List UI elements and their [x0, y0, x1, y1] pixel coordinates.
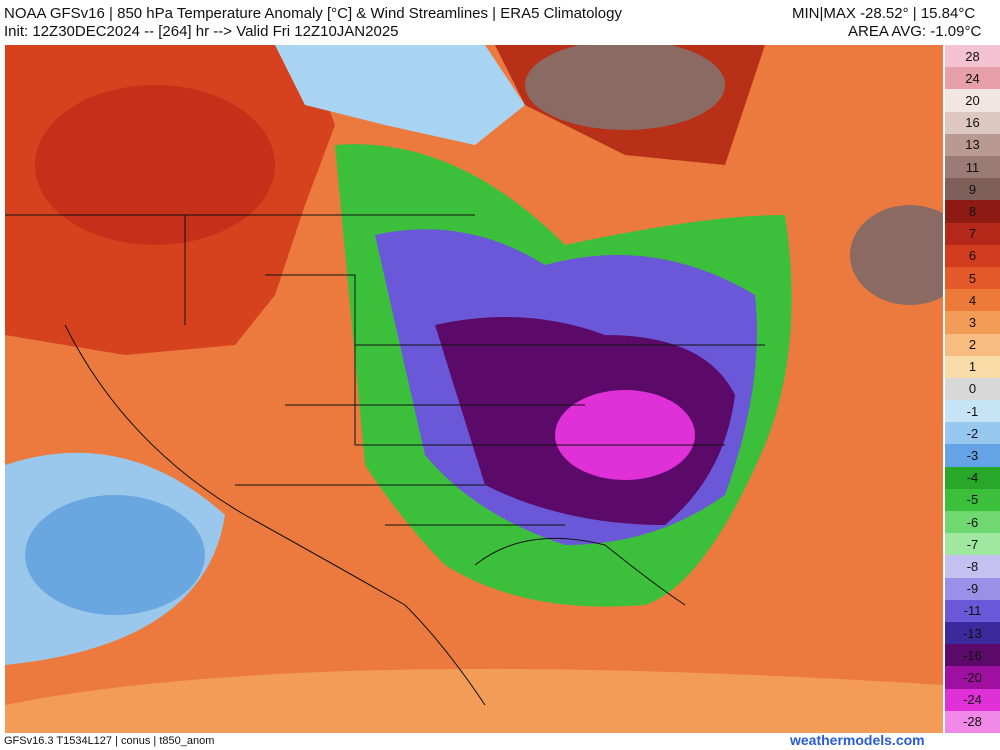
- colorbar-swatch: 16: [945, 111, 1000, 134]
- colorbar-swatch: -2: [945, 422, 1000, 445]
- colorbar-swatch: 2: [945, 333, 1000, 356]
- model-info: GFSv16.3 T1534L127 | conus | t850_anom: [4, 735, 215, 747]
- colorbar: 28 24 20 16 13 11 9 8 7 6 5 4 3 2 1 0 -1 -2 -3 -4 -5 -6 -7 -8 -9…: [945, 45, 1000, 733]
- colorbar-swatch: -11: [945, 599, 1000, 623]
- colorbar-swatch: -5: [945, 488, 1000, 512]
- colorbar-swatch: -13: [945, 622, 1000, 645]
- colorbar-swatch: 20: [945, 89, 1000, 112]
- colorbar-swatch: -9: [945, 577, 1000, 600]
- colorbar-swatch: 9: [945, 178, 1000, 201]
- min-max: MIN|MAX -28.52° | 15.84°C: [792, 5, 976, 22]
- title: NOAA GFSv16 | 850 hPa Temperature Anomal…: [4, 5, 622, 22]
- colorbar-swatch: -16: [945, 644, 1000, 667]
- map: [5, 45, 943, 733]
- colorbar-swatch: 28: [945, 45, 1000, 68]
- colorbar-swatch: 0: [945, 377, 1000, 401]
- area-average: AREA AVG: -1.09°C: [848, 23, 982, 40]
- colorbar-swatch: -28: [945, 710, 1000, 733]
- colorbar-swatch: 6: [945, 244, 1000, 267]
- colorbar-swatch: -4: [945, 466, 1000, 489]
- colorbar-swatch: -6: [945, 511, 1000, 534]
- colorbar-swatch: 4: [945, 289, 1000, 312]
- colorbar-swatch: 13: [945, 133, 1000, 156]
- colorbar-swatch: 11: [945, 155, 1000, 179]
- init-time: Init: 12Z30DEC2024 -- [264] hr --> Valid…: [4, 23, 399, 40]
- colorbar-swatch: 8: [945, 200, 1000, 223]
- colorbar-swatch: -7: [945, 533, 1000, 556]
- colorbar-swatch: -1: [945, 400, 1000, 423]
- colorbar-swatch: -8: [945, 555, 1000, 578]
- site-link[interactable]: weathermodels.com: [790, 732, 925, 748]
- colorbar-swatch: -3: [945, 444, 1000, 467]
- colorbar-swatch: 24: [945, 67, 1000, 90]
- colorbar-swatch: 5: [945, 266, 1000, 290]
- colorbar-swatch: 3: [945, 311, 1000, 334]
- colorbar-swatch: -24: [945, 688, 1000, 711]
- colorbar-swatch: -20: [945, 666, 1000, 689]
- colorbar-swatch: 7: [945, 222, 1000, 245]
- colorbar-swatch: 1: [945, 355, 1000, 378]
